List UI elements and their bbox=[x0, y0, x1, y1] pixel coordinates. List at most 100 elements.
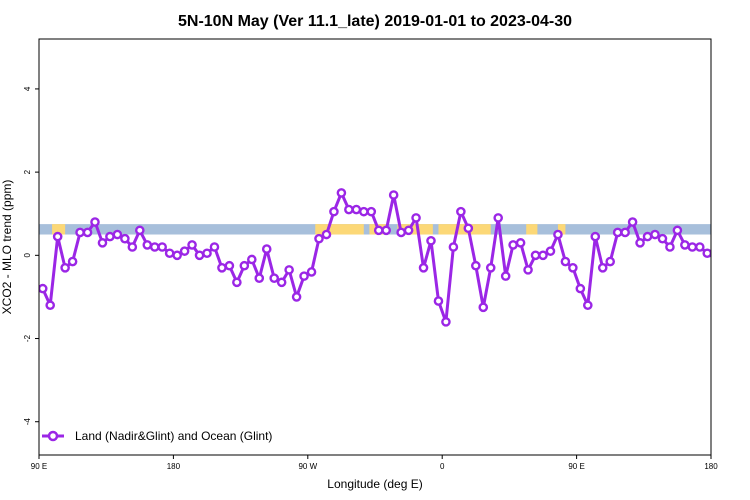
data-point bbox=[687, 242, 698, 252]
data-point bbox=[433, 296, 444, 306]
data-point bbox=[695, 242, 705, 252]
data-point bbox=[590, 231, 601, 242]
land-segment bbox=[557, 224, 566, 235]
data-point bbox=[381, 225, 392, 236]
data-point bbox=[553, 229, 563, 240]
x-tick-label: 90 E bbox=[568, 462, 584, 471]
chart-title: 5N-10N May (Ver 11.1_late) 2019-01-01 to… bbox=[178, 13, 572, 30]
data-point bbox=[605, 256, 616, 267]
data-point bbox=[441, 317, 451, 327]
data-point bbox=[478, 302, 489, 313]
data-point bbox=[515, 238, 526, 248]
data-point bbox=[67, 256, 78, 267]
data-point bbox=[612, 227, 623, 238]
data-point bbox=[321, 229, 332, 240]
legend-label: Land (Nadir&Glint) and Ocean (Glint) bbox=[75, 429, 272, 443]
data-point bbox=[284, 265, 294, 275]
data-point bbox=[403, 225, 414, 236]
land-segment bbox=[315, 224, 364, 235]
data-point bbox=[179, 246, 190, 256]
x-tick-label: 180 bbox=[704, 462, 718, 471]
data-point bbox=[470, 260, 481, 271]
data-point bbox=[60, 262, 70, 273]
data-point bbox=[344, 204, 354, 215]
data-point bbox=[97, 238, 108, 248]
data-point bbox=[650, 229, 660, 240]
data-point bbox=[217, 262, 227, 273]
data-point bbox=[209, 242, 220, 252]
x-tick-label: 0 bbox=[440, 462, 445, 471]
data-point bbox=[456, 206, 466, 217]
data-point bbox=[232, 277, 242, 288]
data-point bbox=[583, 300, 593, 311]
data-point bbox=[373, 225, 384, 236]
land-segment bbox=[397, 224, 433, 235]
y-tick-label: -2 bbox=[23, 334, 32, 342]
data-point bbox=[52, 231, 63, 242]
data-point bbox=[187, 240, 197, 250]
data-point bbox=[665, 242, 675, 252]
data-point bbox=[396, 227, 406, 238]
data-point bbox=[680, 240, 690, 250]
data-point bbox=[105, 231, 115, 242]
data-point bbox=[142, 240, 153, 250]
data-point bbox=[127, 242, 138, 252]
data-point bbox=[246, 254, 257, 265]
x-tick-label: 90 E bbox=[31, 462, 47, 471]
legend-marker bbox=[47, 430, 59, 442]
data-point bbox=[560, 256, 571, 267]
plot-frame bbox=[38, 38, 712, 456]
data-point bbox=[672, 225, 683, 236]
data-point bbox=[597, 262, 608, 273]
data-point bbox=[329, 206, 339, 217]
data-point bbox=[493, 213, 504, 223]
y-tick-label: 0 bbox=[23, 253, 32, 258]
data-point bbox=[627, 217, 638, 227]
data-point bbox=[388, 190, 399, 200]
data-point bbox=[224, 260, 235, 271]
data-point bbox=[276, 277, 287, 288]
data-point bbox=[82, 227, 93, 238]
data-point bbox=[299, 271, 309, 281]
data-point bbox=[239, 260, 250, 271]
data-point bbox=[538, 250, 548, 261]
data-point bbox=[45, 300, 56, 311]
data-point bbox=[418, 262, 429, 273]
x-tick-label: 180 bbox=[167, 462, 181, 471]
series-layer bbox=[39, 188, 711, 327]
data-point bbox=[39, 283, 48, 294]
data-point bbox=[545, 246, 556, 256]
data-point bbox=[523, 265, 533, 275]
data-point bbox=[657, 233, 668, 244]
data-point bbox=[642, 231, 653, 242]
series-line bbox=[41, 191, 711, 324]
data-point bbox=[134, 225, 145, 236]
data-point bbox=[366, 206, 377, 217]
data-point bbox=[164, 248, 175, 259]
data-point bbox=[336, 188, 347, 198]
data-point bbox=[448, 242, 459, 252]
x-axis-label: Longitude (deg E) bbox=[327, 477, 422, 491]
data-point bbox=[75, 227, 85, 238]
data-point bbox=[120, 233, 130, 244]
data-point bbox=[411, 213, 421, 223]
data-point bbox=[620, 227, 630, 238]
y-axis-label: XCO2 - MLO trend (ppm) bbox=[0, 180, 14, 315]
data-point bbox=[306, 267, 317, 277]
data-point bbox=[508, 240, 518, 250]
data-point bbox=[90, 217, 100, 227]
land-segment bbox=[526, 224, 538, 235]
data-point bbox=[202, 248, 212, 259]
data-point bbox=[485, 262, 496, 273]
x-tick-label: 90 W bbox=[298, 462, 317, 471]
data-point bbox=[702, 248, 711, 259]
y-tick-label: 4 bbox=[23, 86, 32, 91]
data-point bbox=[358, 206, 369, 217]
x-axis: 90 E 180 90 W 0 90 E 180 bbox=[31, 455, 718, 471]
data-point bbox=[254, 273, 265, 284]
data-point bbox=[500, 271, 511, 281]
y-axis: -4 -2 0 2 4 bbox=[23, 86, 39, 425]
data-point bbox=[157, 242, 167, 252]
data-point bbox=[172, 250, 182, 261]
